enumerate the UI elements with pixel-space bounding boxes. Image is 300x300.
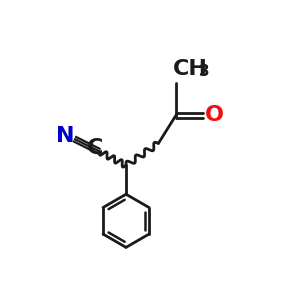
Text: O: O <box>205 104 224 124</box>
Text: 3: 3 <box>199 64 209 79</box>
Text: C: C <box>87 138 103 158</box>
Text: N: N <box>56 127 74 146</box>
Text: CH: CH <box>173 59 208 80</box>
